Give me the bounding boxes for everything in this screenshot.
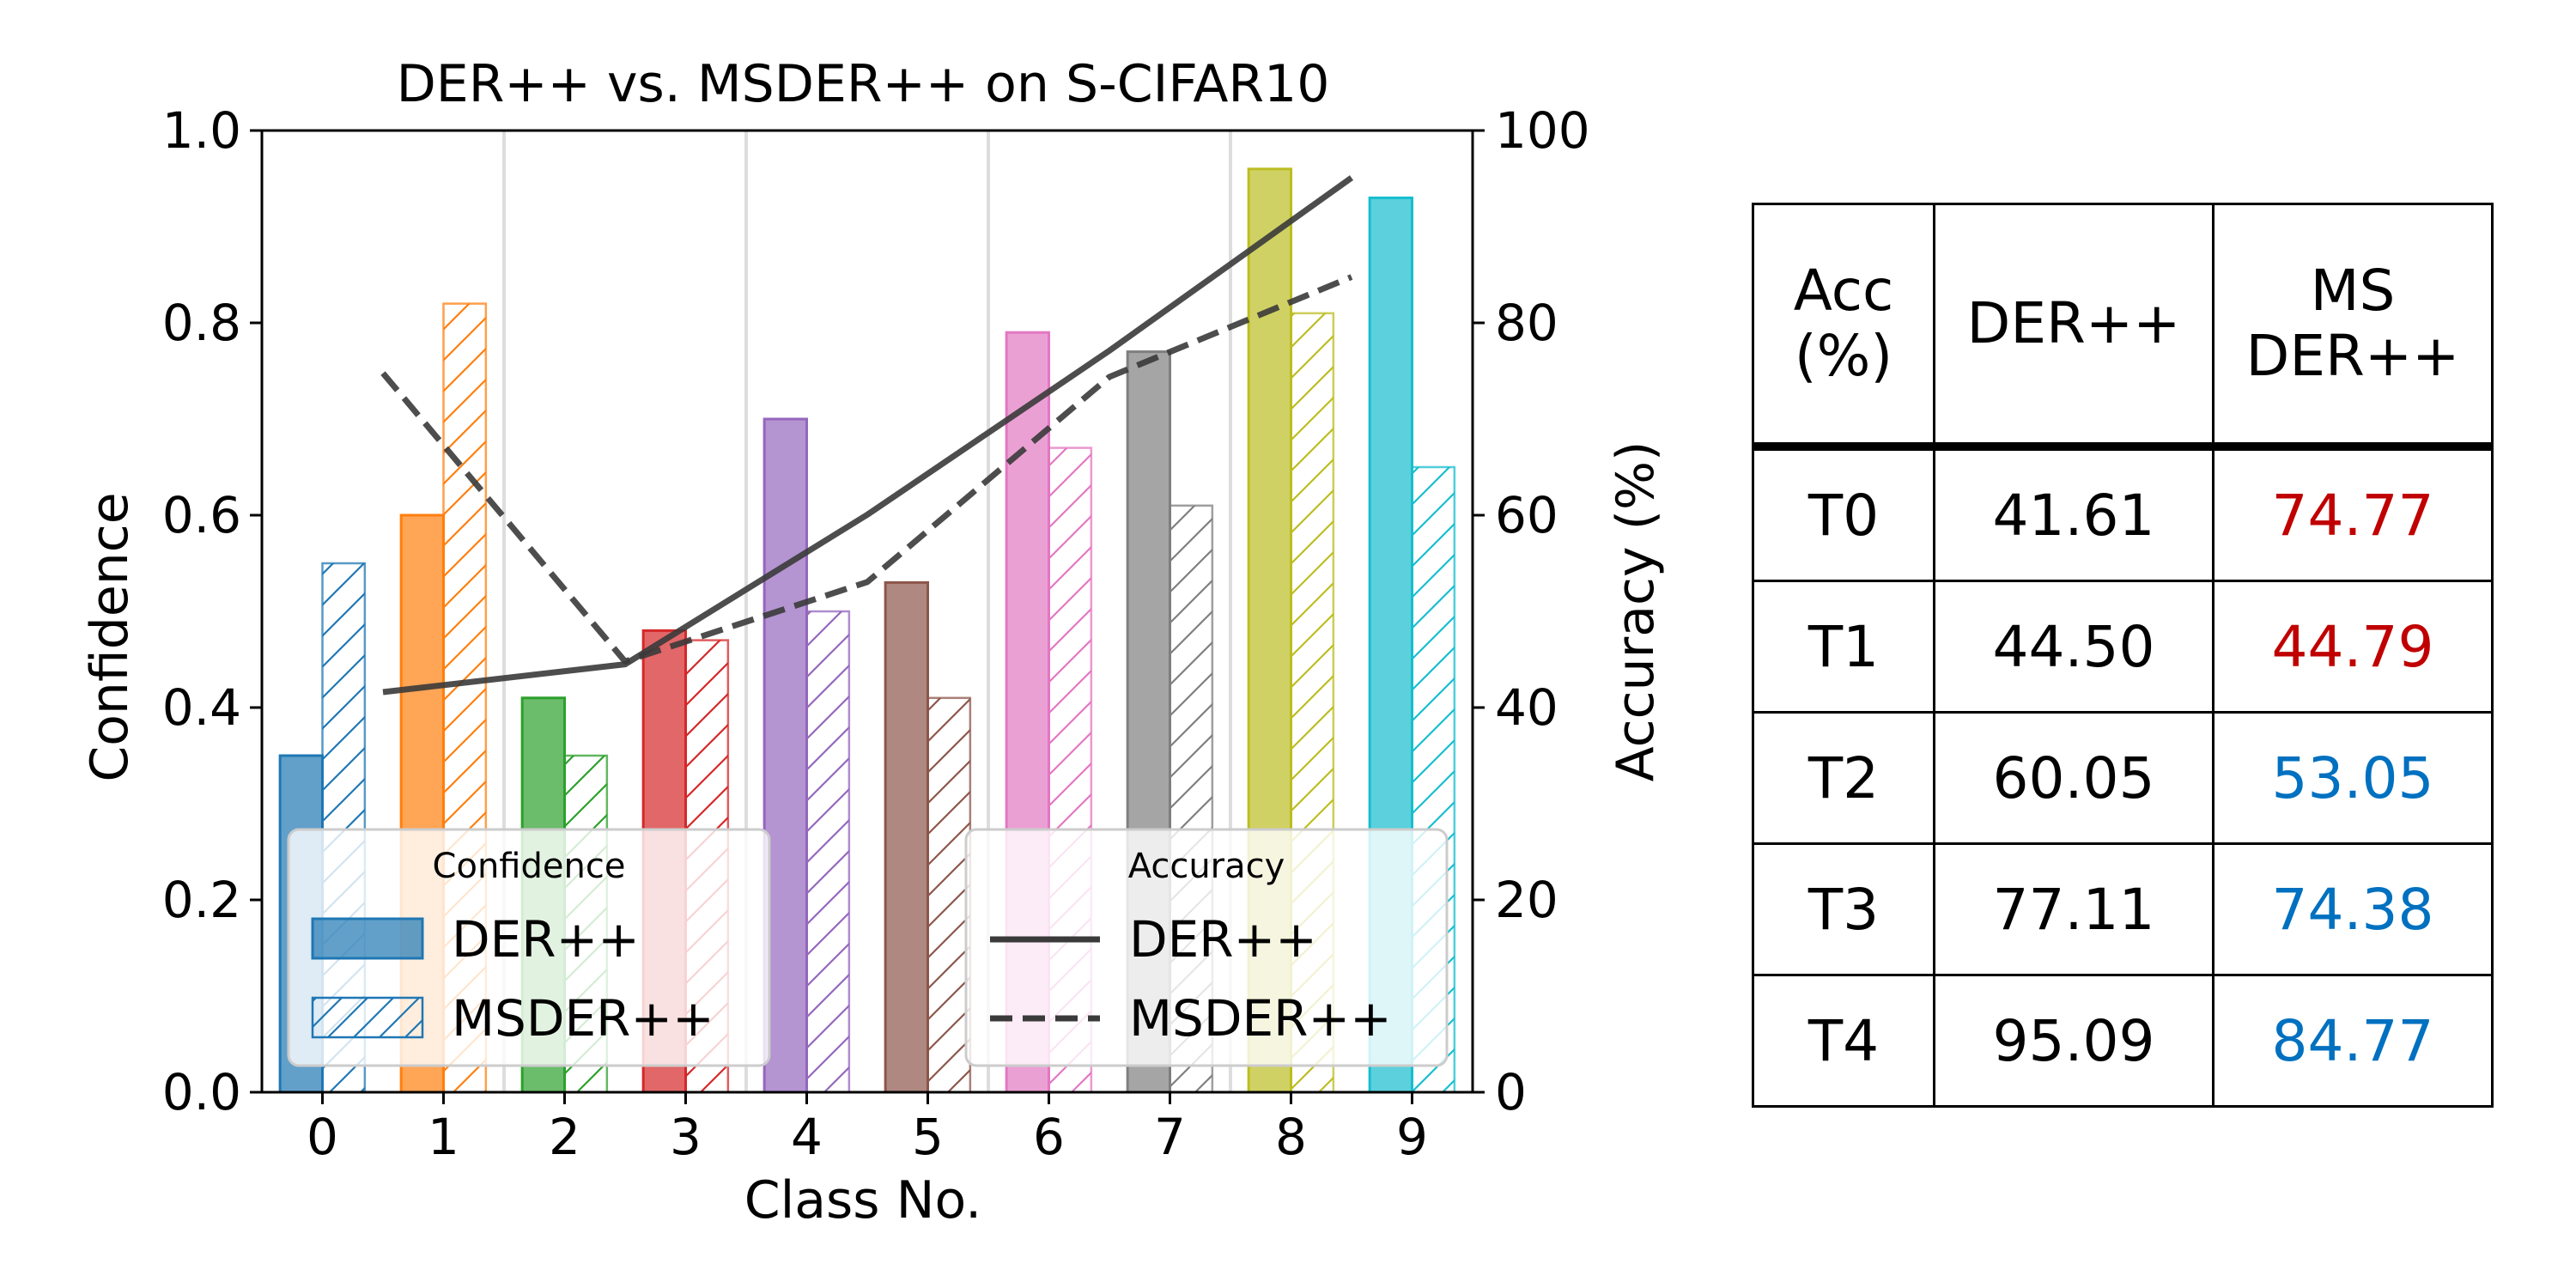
table-row: T3 77.11 74.38: [1752, 842, 2494, 976]
bar-derpp: [884, 580, 930, 1094]
legend-label: DER++: [1129, 910, 1317, 969]
y-tick-label-left: 0.6: [162, 486, 241, 544]
table-row: T4 95.09 84.77: [1752, 974, 2494, 1108]
legend-title: Accuracy: [1128, 847, 1285, 886]
header-der: DER++: [1933, 203, 2215, 451]
legend-label: MSDER++: [452, 989, 714, 1048]
cell-task: T3: [1752, 842, 1935, 976]
accuracy-line-derpp: [382, 175, 1354, 696]
bar-msderpp: [927, 696, 972, 1094]
header-ms-line2: DER++: [2245, 323, 2460, 389]
axes: [250, 129, 1485, 1104]
x-tick-label: 4: [791, 1108, 823, 1166]
table-row: T0 41.61 74.77: [1752, 445, 2494, 582]
chart-title: DER++ vs. MSDER++ on S-CIFAR10: [397, 54, 1330, 114]
bar-derpp: [762, 417, 809, 1094]
x-tick-label: 2: [549, 1108, 580, 1166]
y-tick-label-right: 100: [1495, 101, 1590, 160]
y-tick-label-left: 1.0: [162, 101, 241, 160]
header-acc: Acc (%): [1752, 203, 1935, 451]
header-acc-line1: Acc: [1793, 258, 1894, 324]
cell-task: T4: [1752, 974, 1935, 1108]
y-tick-label-right: 40: [1495, 678, 1558, 737]
y-axis-label-left: Confidence: [80, 492, 140, 781]
y-tick-label-right: 80: [1495, 294, 1558, 352]
x-tick-label: 9: [1396, 1108, 1428, 1166]
header-msder: MS DER++: [2212, 203, 2494, 451]
legend-label: MSDER++: [1129, 989, 1392, 1048]
cell-derpp: 44.50: [1933, 580, 2215, 714]
bar-msderpp: [805, 610, 851, 1094]
accuracy-lines: [380, 175, 1354, 696]
table-row: T1 44.50 44.79: [1752, 580, 2494, 714]
cell-msderpp: 74.38: [2212, 842, 2494, 976]
y-axis-label-right: Accuracy (%): [1606, 441, 1666, 782]
legend-label: DER++: [452, 910, 640, 969]
accuracy-line-msderpp: [380, 274, 1353, 665]
x-tick-label: 8: [1275, 1108, 1307, 1166]
cell-derpp: 95.09: [1933, 974, 2215, 1108]
table-body: T0 41.61 74.77 T1 44.50 44.79 T2 60.05 53.05 T3 77…: [1752, 445, 2494, 1108]
x-tick-label: 0: [307, 1108, 338, 1166]
table-header-row: Acc (%) DER++ MS DER++: [1752, 203, 2494, 451]
header-acc-line2: (%): [1794, 323, 1893, 389]
cell-derpp: 60.05: [1933, 711, 2215, 845]
cell-task: T2: [1752, 711, 1935, 845]
cell-task: T1: [1752, 580, 1935, 714]
confidence-accuracy-chart: DER++ vs. MSDER++ on S-CIFAR10 0.0 0.2 0.4…: [80, 54, 1666, 1230]
legend-box: [964, 828, 1449, 1067]
legend-swatch-hatched: [311, 996, 424, 1039]
y-tick-label-left: 0.2: [162, 871, 241, 929]
cell-derpp: 41.61: [1933, 445, 2215, 582]
y-tick-label-right: 60: [1495, 486, 1558, 544]
y-tick-label-right: 20: [1495, 871, 1558, 929]
x-tick-label: 6: [1033, 1108, 1065, 1166]
legend-title: Confidence: [433, 847, 626, 886]
y-tick-label-left: 0.8: [162, 294, 241, 352]
tick-labels: 0.0 0.2 0.4 0.6 0.8 1.0 0 20 40 60 80 100 0 1 2 3 4 5 6 7 8 9: [162, 101, 1590, 1166]
x-tick-label: 5: [912, 1108, 944, 1166]
x-tick-label: 1: [428, 1108, 459, 1166]
legend-accuracy: Accuracy DER++ MSDER++: [964, 828, 1449, 1067]
table-row: T2 60.05 53.05: [1752, 711, 2494, 845]
cell-msderpp: 53.05: [2212, 711, 2494, 845]
y-tick-label-left: 0.4: [162, 678, 241, 737]
y-tick-label-left: 0.0: [162, 1063, 241, 1121]
header-ms-line1: MS: [2310, 258, 2396, 324]
plot-frame: [260, 129, 1474, 1094]
cell-task: T0: [1752, 445, 1935, 582]
legend-swatch-solid: [311, 917, 424, 960]
x-tick-label: 7: [1154, 1108, 1186, 1166]
x-tick-label: 3: [670, 1108, 702, 1166]
cell-msderpp: 84.77: [2212, 974, 2494, 1108]
accuracy-table: Acc (%) DER++ MS DER++ T0 41.61 74.77 T1 44.…: [1752, 203, 2494, 1108]
cell-msderpp: 44.79: [2212, 580, 2494, 714]
y-tick-label-right: 0: [1495, 1063, 1527, 1121]
cell-msderpp: 74.77: [2212, 445, 2494, 582]
legend-confidence: Confidence DER++ MSDER++: [287, 828, 771, 1067]
cell-derpp: 77.11: [1933, 842, 2215, 976]
x-axis-label: Class No.: [744, 1170, 982, 1230]
